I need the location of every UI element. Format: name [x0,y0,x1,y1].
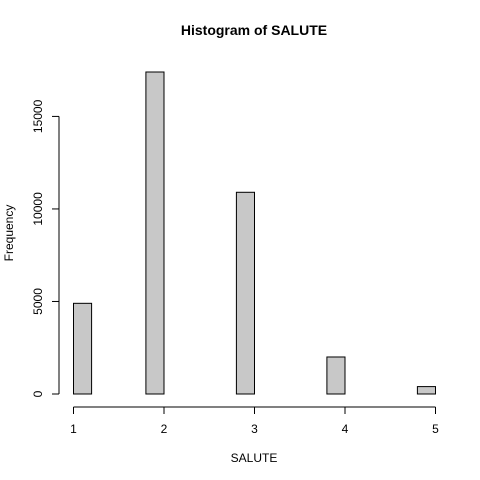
y-tick-label: 15000 [31,99,45,133]
histogram-bar-0 [73,302,93,395]
y-tick-label: 10000 [31,192,45,226]
x-tick-label: 5 [432,422,439,436]
histogram-bar-4 [145,71,165,395]
bars-group [73,71,436,395]
chart-title: Histogram of SALUTE [181,22,327,38]
x-tick-label: 2 [161,422,168,436]
histogram-bar-14 [326,356,346,395]
y-tick-label: 0 [31,390,45,397]
x-tick-label: 3 [251,422,258,436]
y-tick-label: 5000 [31,288,45,315]
y-axis-label: Frequency [2,205,16,262]
histogram-bar-19 [416,386,436,395]
x-axis: 1 2 3 4 5 [70,406,439,436]
histogram-bar-9 [235,191,255,395]
x-tick-label: 1 [70,422,77,436]
y-axis: 0 5000 10000 15000 [31,99,60,397]
x-axis-label: SALUTE [231,451,278,465]
x-tick-label: 4 [342,422,349,436]
